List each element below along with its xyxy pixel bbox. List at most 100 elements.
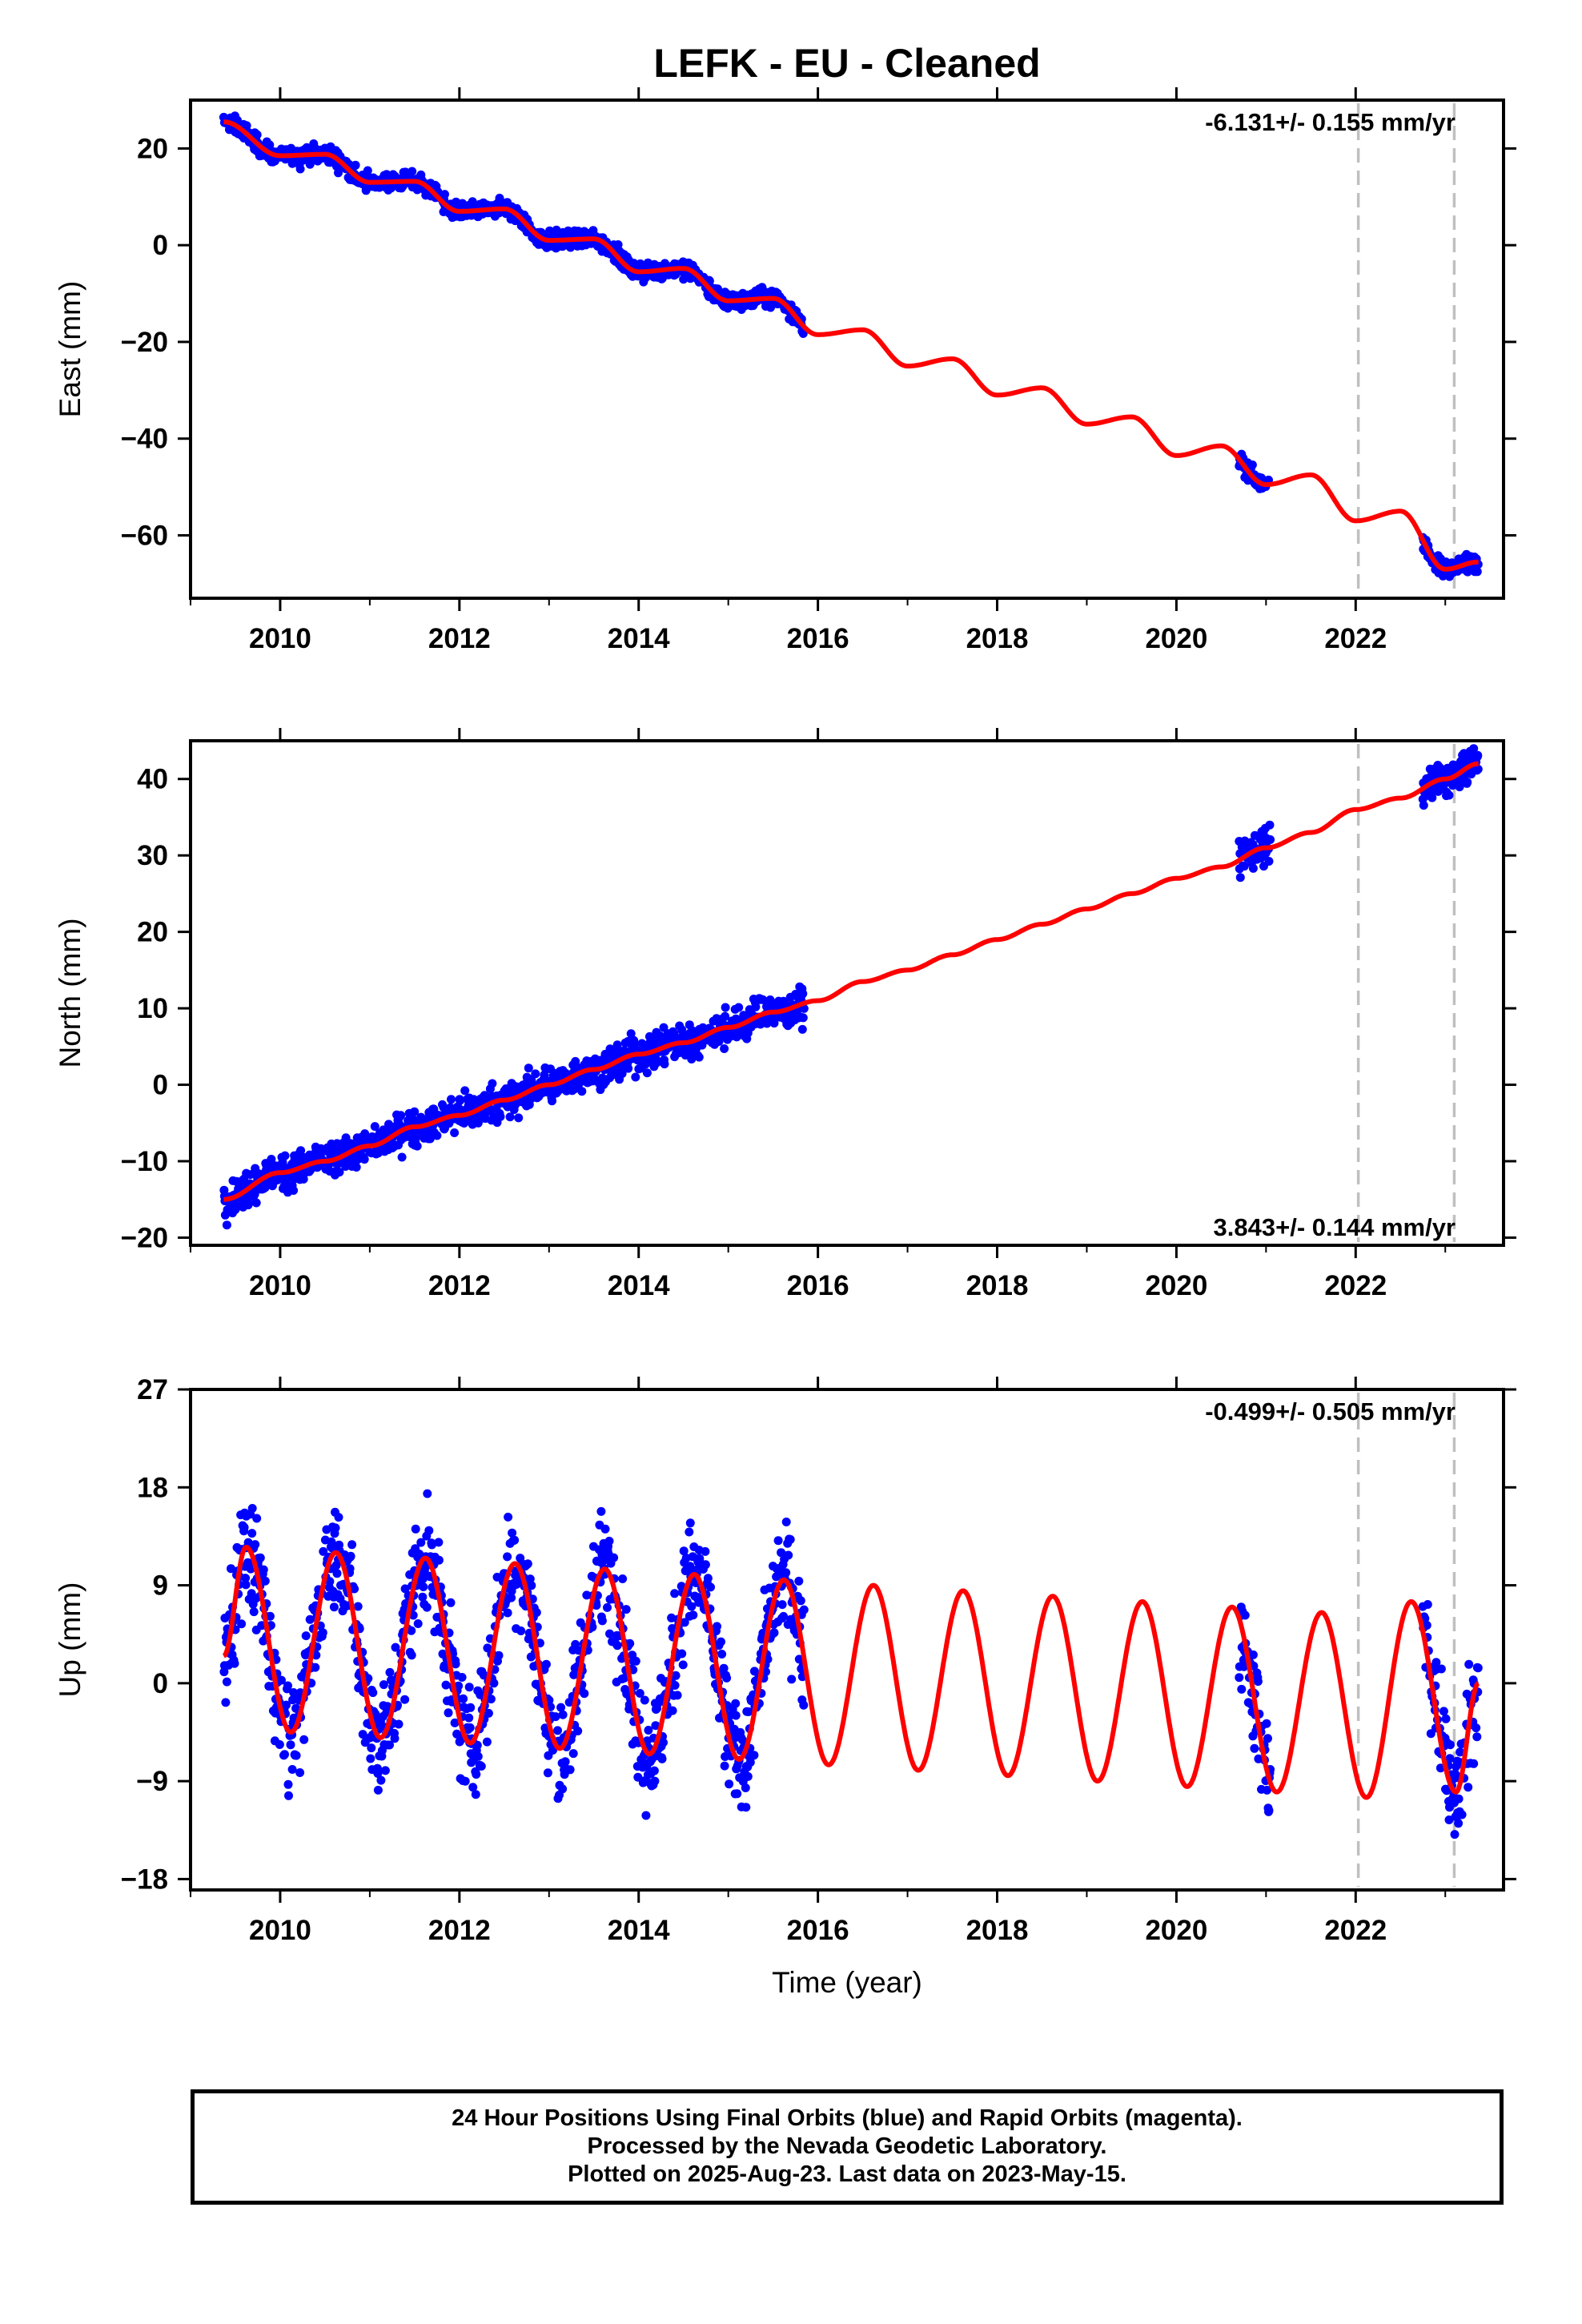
y-tick-label: 0 bbox=[153, 1070, 168, 1101]
observation-point bbox=[251, 1540, 260, 1550]
observation-point bbox=[363, 166, 372, 175]
observation-point bbox=[1473, 750, 1483, 760]
observation-point bbox=[701, 1560, 710, 1570]
observation-point bbox=[295, 164, 305, 174]
observation-point bbox=[296, 1146, 306, 1156]
observation-point bbox=[1469, 1759, 1479, 1768]
y-tick-label: 0 bbox=[153, 230, 168, 261]
observation-point bbox=[722, 1673, 732, 1683]
observation-point bbox=[407, 1651, 416, 1660]
observation-point bbox=[460, 1086, 470, 1096]
x-axis-label: Time (year) bbox=[772, 1966, 922, 1999]
observation-point bbox=[476, 1762, 486, 1771]
observation-point bbox=[781, 1518, 791, 1526]
panels-layer: 2010 2012 2014 2016 2018 2020 2022200−20−40−60… bbox=[54, 87, 1516, 1946]
observation-point bbox=[434, 1538, 444, 1547]
observation-point bbox=[504, 1512, 513, 1522]
observation-point bbox=[283, 1681, 292, 1691]
observation-point bbox=[731, 1699, 741, 1708]
observation-point bbox=[440, 190, 449, 199]
observation-point bbox=[541, 1659, 551, 1669]
observation-point bbox=[798, 989, 808, 999]
observation-point bbox=[367, 1743, 376, 1753]
observation-point bbox=[291, 1751, 301, 1760]
x-tick-label: 2014 bbox=[608, 623, 670, 654]
observation-point bbox=[1472, 1723, 1481, 1733]
observation-point bbox=[370, 1122, 379, 1132]
observation-point bbox=[385, 1667, 395, 1677]
observation-point bbox=[577, 1087, 587, 1096]
observation-point bbox=[631, 1656, 640, 1666]
x-tick-label: 2014 bbox=[608, 1915, 670, 1946]
observation-point bbox=[659, 1738, 668, 1747]
observation-point bbox=[222, 1220, 231, 1230]
observation-point bbox=[351, 160, 360, 170]
observation-point bbox=[334, 1513, 343, 1522]
y-tick-label: 9 bbox=[153, 1570, 168, 1602]
observation-point bbox=[252, 130, 262, 139]
observation-point bbox=[221, 1698, 231, 1707]
observation-point bbox=[249, 1607, 259, 1617]
observation-point bbox=[408, 167, 417, 176]
observation-point bbox=[1235, 873, 1245, 883]
y-tick-label: 10 bbox=[137, 993, 168, 1024]
observation-point bbox=[749, 1751, 759, 1760]
observation-point bbox=[287, 1765, 297, 1774]
y-tick-label: −10 bbox=[121, 1146, 168, 1177]
observation-point bbox=[731, 1711, 741, 1720]
y-tick-label: −9 bbox=[136, 1766, 168, 1797]
observation-point bbox=[1235, 1673, 1244, 1683]
observation-point bbox=[489, 1679, 499, 1688]
observation-point bbox=[1263, 1734, 1272, 1743]
observation-point bbox=[267, 1155, 276, 1164]
observation-point bbox=[486, 1695, 496, 1704]
observation-point bbox=[640, 1695, 649, 1705]
observation-point bbox=[1240, 1610, 1250, 1620]
observation-point bbox=[400, 1695, 410, 1704]
observation-point bbox=[568, 1749, 578, 1759]
x-tick-label: 2018 bbox=[966, 1270, 1029, 1301]
observation-point bbox=[1472, 1732, 1482, 1742]
x-tick-label: 2022 bbox=[1324, 623, 1387, 654]
observation-point bbox=[685, 1527, 694, 1537]
observation-point bbox=[464, 1713, 474, 1723]
observation-point bbox=[247, 1504, 257, 1513]
observation-point bbox=[514, 1113, 524, 1123]
x-tick-label: 2012 bbox=[428, 1915, 491, 1946]
observation-point bbox=[1464, 1783, 1473, 1792]
rate-label: 3.843+/- 0.144 mm/yr bbox=[1214, 1213, 1456, 1241]
x-tick-label: 2022 bbox=[1324, 1270, 1387, 1301]
observation-point bbox=[376, 1775, 386, 1785]
observation-point bbox=[472, 1770, 481, 1779]
observation-point bbox=[785, 1534, 795, 1544]
observation-point bbox=[781, 1568, 791, 1578]
y-tick-label: −40 bbox=[121, 424, 168, 455]
observation-point bbox=[642, 1068, 652, 1078]
observation-point bbox=[794, 1576, 804, 1586]
x-tick-label: 2018 bbox=[966, 1915, 1029, 1946]
x-tick-label: 2012 bbox=[428, 623, 491, 654]
observation-point bbox=[368, 1688, 378, 1698]
observation-point bbox=[466, 1703, 476, 1712]
observation-point bbox=[246, 1170, 255, 1180]
observation-point bbox=[657, 1754, 667, 1763]
observation-point bbox=[482, 1737, 492, 1747]
observation-point bbox=[295, 1768, 305, 1777]
observation-point bbox=[1473, 1663, 1483, 1673]
observation-point bbox=[446, 1598, 456, 1607]
observation-point bbox=[390, 1734, 400, 1743]
y-axis-label: North (mm) bbox=[54, 918, 86, 1068]
observation-point bbox=[797, 1024, 807, 1034]
observation-point bbox=[1464, 1659, 1474, 1669]
observation-point bbox=[471, 1790, 480, 1799]
observation-point bbox=[255, 1553, 265, 1562]
y-tick-label: 20 bbox=[137, 917, 168, 948]
footer-note-orbits: 24 Hour Positions Using Final Orbits (bl… bbox=[452, 2105, 1243, 2131]
observation-point bbox=[473, 1751, 483, 1761]
observation-point bbox=[332, 1569, 342, 1578]
observation-point bbox=[618, 1574, 628, 1583]
observation-point bbox=[380, 1766, 390, 1775]
observation-point bbox=[434, 1555, 444, 1565]
observation-point bbox=[713, 1622, 721, 1631]
